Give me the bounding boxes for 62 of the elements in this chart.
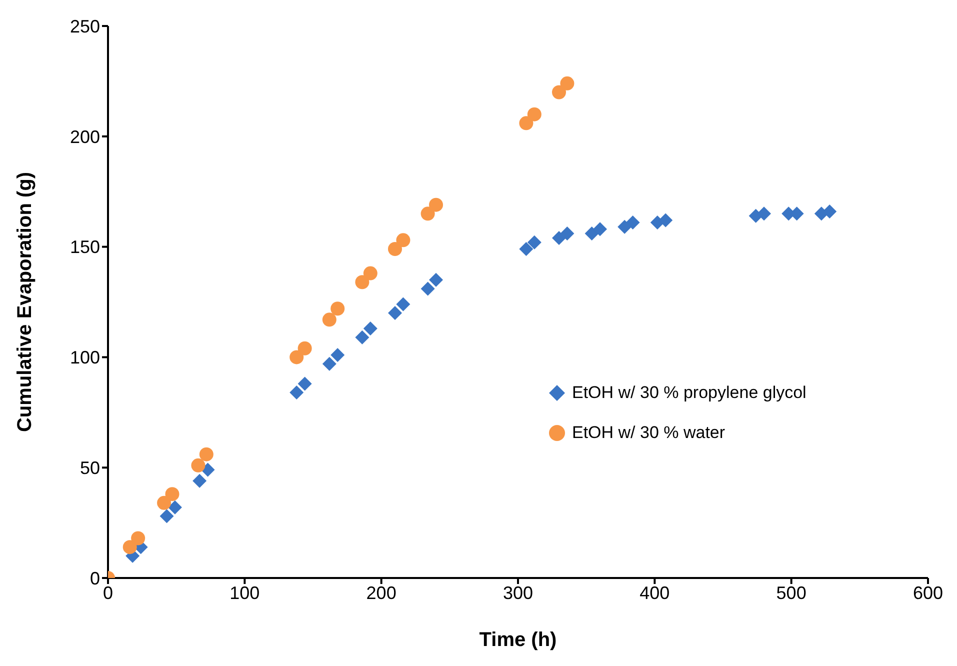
point — [191, 458, 206, 472]
point — [388, 242, 402, 256]
y-tick-label: 250 — [70, 16, 100, 36]
point — [330, 348, 345, 362]
y-tick-label: 0 — [90, 568, 100, 588]
point — [429, 198, 443, 212]
y-tick-label: 50 — [80, 458, 100, 478]
point — [322, 356, 336, 371]
point — [298, 376, 312, 391]
point — [396, 233, 410, 248]
point — [527, 107, 542, 122]
point — [757, 206, 771, 221]
x-tick-label: 400 — [640, 582, 670, 603]
point — [618, 220, 632, 234]
point — [420, 282, 435, 296]
point — [593, 222, 607, 236]
point — [122, 540, 137, 554]
point — [192, 474, 207, 488]
x-axis-title: Time (h) — [479, 629, 557, 651]
point — [519, 116, 534, 130]
x-tick-label: 200 — [366, 582, 396, 603]
point — [355, 330, 370, 344]
point — [560, 76, 574, 90]
point — [168, 500, 182, 514]
point — [330, 302, 345, 316]
point — [160, 509, 174, 524]
point — [420, 206, 435, 221]
point — [363, 266, 378, 280]
y-tick-label: 200 — [70, 126, 100, 147]
point — [552, 230, 566, 245]
legend-label: EtOH w/ 30 % water — [572, 423, 726, 443]
point — [429, 272, 443, 287]
point — [131, 531, 146, 546]
x-tick-label: 0 — [102, 582, 114, 603]
point — [363, 321, 378, 336]
point — [157, 496, 172, 510]
point — [527, 235, 542, 250]
point — [298, 341, 312, 356]
point — [322, 312, 336, 327]
point — [626, 216, 640, 230]
point — [199, 447, 214, 462]
point — [388, 306, 402, 320]
x-tick-label: 300 — [502, 582, 534, 603]
point — [290, 386, 304, 400]
point — [519, 242, 534, 256]
point — [552, 85, 566, 100]
point — [560, 226, 574, 241]
y-tick-label: 100 — [70, 348, 100, 368]
x-tick-label: 500 — [776, 582, 806, 603]
point — [396, 297, 410, 312]
point — [290, 350, 304, 364]
point — [822, 204, 837, 218]
point — [584, 226, 599, 241]
y-tick-label: 150 — [70, 237, 100, 258]
x-tick-label: 100 — [230, 582, 260, 603]
legend-label: EtOH w/ 30 % propylene glycol — [572, 383, 806, 403]
y-axis-title: Cumulative Evaporation (g) — [14, 172, 36, 432]
point — [658, 213, 673, 228]
x-tick-label: 600 — [912, 582, 944, 603]
point — [165, 487, 180, 502]
point — [355, 275, 370, 290]
point — [200, 462, 215, 477]
